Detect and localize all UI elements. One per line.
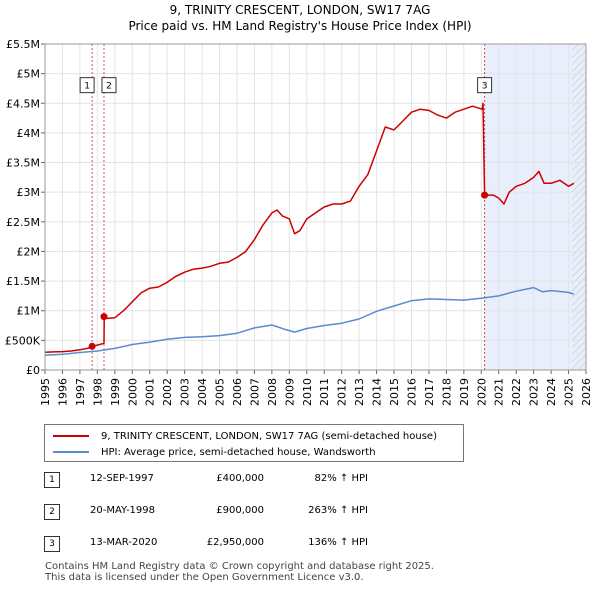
y-tick-label: £2.5M (6, 216, 40, 229)
x-tick-label: 2025 (563, 378, 576, 406)
sale-point (100, 313, 108, 321)
sale-label-box (477, 77, 493, 94)
y-tick-label: £3M (17, 186, 41, 199)
sale-label: 1 (84, 82, 90, 92)
sale-price: £400,000 (216, 473, 264, 484)
footer-copyright: Contains HM Land Registry data © Crown c… (45, 561, 434, 572)
y-tick-label: £1.5M (6, 275, 40, 288)
footer: Contains HM Land Registry data © Crown c… (45, 561, 434, 583)
sale-number: 1 (44, 472, 60, 488)
y-tick-label: £0 (26, 364, 40, 377)
footer-licence: This data is licensed under the Open Gov… (45, 572, 364, 583)
x-tick-label: 2001 (144, 378, 157, 406)
chart-subtitle: Price paid vs. HM Land Registry's House … (128, 19, 472, 33)
projection-hatch (572, 44, 586, 370)
y-tick-label: £2M (17, 245, 41, 258)
sale-point (481, 191, 489, 199)
sale-label-box (101, 77, 117, 94)
x-tick-label: 2014 (371, 378, 384, 406)
x-tick-label: 2010 (301, 378, 314, 406)
sale-hpi: 263% ↑ HPI (308, 505, 368, 516)
y-tick-label: £5M (17, 68, 41, 81)
sale-row: 3 13-MAR-2020 £2,950,000 136% ↑ HPI (44, 534, 444, 554)
x-tick-label: 2023 (528, 378, 541, 406)
x-tick-label: 1996 (56, 378, 69, 406)
x-tick-label: 1998 (91, 378, 104, 406)
price-chart: £0 £500K £1M £1.5M £2M £2.5M £3M £3.5M £4M £4.5M £… (5, 38, 593, 406)
sale-price: £2,950,000 (206, 537, 264, 548)
sale-price: £900,000 (216, 505, 264, 516)
sale-point (88, 342, 96, 350)
y-tick-label: £4.5M (6, 97, 40, 110)
y-tick-label: £4M (17, 127, 41, 140)
y-tick-label: £1M (17, 305, 41, 318)
x-tick-label: 2007 (248, 378, 261, 406)
x-tick-label: 2018 (440, 378, 453, 406)
x-tick-label: 2005 (214, 378, 227, 406)
chart-title: 9, TRINITY CRESCENT, LONDON, SW17 7AG (169, 3, 431, 17)
x-tick-label: 2003 (179, 378, 192, 406)
sale-date: 20-MAY-1998 (90, 505, 156, 516)
sale-label-box (79, 77, 95, 94)
x-tick-label: 2017 (423, 378, 436, 406)
sale-label: 2 (106, 82, 112, 92)
x-tick-label: 2022 (510, 378, 523, 406)
x-tick-label: 2021 (493, 378, 506, 406)
x-tick-label: 2020 (475, 378, 488, 406)
sale-row: 1 12-SEP-1997 £400,000 82% ↑ HPI (44, 470, 444, 490)
legend-item-hpi: HPI: Average price, semi-detached house,… (53, 445, 376, 459)
x-tick-label: 2013 (353, 378, 366, 406)
x-tick-label: 1997 (74, 378, 87, 406)
sale-number: 2 (44, 504, 60, 520)
sale-hpi: 82% ↑ HPI (314, 473, 368, 484)
x-tick-label: 2019 (458, 378, 471, 406)
property-price-line (44, 102, 575, 353)
post-sale-shading (484, 44, 586, 370)
sale-label: 3 (482, 82, 488, 92)
x-tick-label: 2026 (580, 378, 593, 406)
legend-hpi-label: HPI: Average price, semi-detached house,… (101, 446, 376, 458)
x-tick-label: 2012 (336, 378, 349, 406)
legend-property-swatch (53, 435, 89, 437)
sale-date: 13-MAR-2020 (90, 537, 158, 548)
plot-border (44, 43, 587, 371)
legend-item-property: 9, TRINITY CRESCENT, LONDON, SW17 7AG (s… (53, 429, 437, 443)
y-tick-label: £5.5M (6, 38, 40, 51)
legend-property-label: 9, TRINITY CRESCENT, LONDON, SW17 7AG (s… (101, 430, 437, 442)
legend-hpi-swatch (53, 451, 89, 453)
x-tick-label: 2011 (318, 378, 331, 406)
x-tick-label: 2006 (231, 378, 244, 406)
x-tick-label: 1995 (39, 378, 52, 406)
x-tick-label: 2000 (126, 378, 139, 406)
legend: 9, TRINITY CRESCENT, LONDON, SW17 7AG (s… (44, 424, 464, 462)
sale-hpi: 136% ↑ HPI (308, 537, 368, 548)
x-tick-label: 2016 (405, 378, 418, 406)
x-tick-label: 1999 (109, 378, 122, 406)
sale-number: 3 (44, 536, 60, 552)
sale-row: 2 20-MAY-1998 £900,000 263% ↑ HPI (44, 502, 444, 522)
x-tick-label: 2008 (266, 378, 279, 406)
x-tick-label: 2009 (283, 378, 296, 406)
x-tick-label: 2004 (196, 378, 209, 406)
sale-date: 12-SEP-1997 (90, 473, 154, 484)
y-tick-label: £500K (5, 334, 41, 347)
x-tick-label: 2015 (388, 378, 401, 406)
hpi-line (44, 286, 575, 356)
y-tick-label: £3.5M (6, 157, 40, 170)
x-tick-label: 2024 (545, 378, 558, 406)
x-tick-label: 2002 (161, 378, 174, 406)
